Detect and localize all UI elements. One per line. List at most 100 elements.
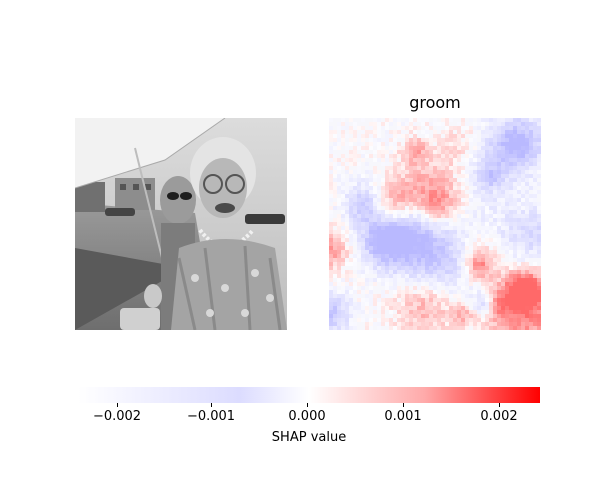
heatmap-cell [521,122,525,126]
heatmap-cell [505,282,509,286]
heatmap-cell [397,194,401,198]
heatmap-cell [417,194,421,198]
heatmap-cell [521,318,525,322]
heatmap-cell [341,258,345,262]
heatmap-cell [437,198,441,202]
heatmap-cell [385,206,389,210]
heatmap-cell [361,222,365,226]
heatmap-cell [437,266,441,270]
heatmap-cell [441,154,445,158]
heatmap-cell [501,318,505,322]
heatmap-cell [445,306,449,310]
heatmap-cell [393,326,397,330]
heatmap-cell [521,290,525,294]
heatmap-cell [333,158,337,162]
heatmap-cell [509,294,513,298]
heatmap-cell [349,262,353,266]
heatmap-cell [525,190,529,194]
heatmap-cell [453,142,457,146]
heatmap-cell [385,322,389,326]
heatmap-cell [353,154,357,158]
heatmap-cell [497,226,501,230]
heatmap-cell [533,226,537,230]
heatmap-cell [481,278,485,282]
heatmap-cell [481,322,485,326]
heatmap-cell [433,278,437,282]
heatmap-cell [469,150,473,154]
heatmap-cell [329,130,333,134]
heatmap-cell [401,146,405,150]
heatmap-cell [477,314,481,318]
heatmap-cell [381,306,385,310]
heatmap-cell [481,146,485,150]
heatmap-cell [377,154,381,158]
heatmap-cell [497,178,501,182]
heatmap-cell [497,254,501,258]
heatmap-cell [413,170,417,174]
heatmap-cell [497,170,501,174]
heatmap-cell [329,310,333,314]
heatmap-cell [393,262,397,266]
heatmap-cell [505,198,509,202]
heatmap-cell [437,254,441,258]
heatmap-cell [521,198,525,202]
heatmap-cell [445,222,449,226]
heatmap-cell [493,238,497,242]
heatmap-cell [365,298,369,302]
heatmap-cell [509,158,513,162]
heatmap-cell [529,174,533,178]
heatmap-cell [493,270,497,274]
heatmap-cell [457,186,461,190]
heatmap-cell [361,298,365,302]
heatmap-cell [341,306,345,310]
heatmap-cell [349,138,353,142]
heatmap-cell [421,222,425,226]
heatmap-cell [401,158,405,162]
heatmap-cell [489,146,493,150]
heatmap-cell [477,230,481,234]
heatmap-cell [497,262,501,266]
heatmap-cell [353,162,357,166]
heatmap-cell [453,270,457,274]
heatmap-cell [537,326,541,330]
heatmap-cell [529,166,533,170]
heatmap-cell [329,210,333,214]
heatmap-cell [441,234,445,238]
heatmap-cell [449,322,453,326]
heatmap-cell [425,182,429,186]
heatmap-cell [509,194,513,198]
heatmap-cell [537,122,541,126]
heatmap-cell [417,274,421,278]
heatmap-cell [477,270,481,274]
heatmap-cell [533,322,537,326]
heatmap-cell [401,314,405,318]
heatmap-cell [473,158,477,162]
heatmap-cell [497,190,501,194]
heatmap-cell [345,294,349,298]
heatmap-cell [441,310,445,314]
heatmap-cell [401,274,405,278]
heatmap-cell [361,118,365,122]
heatmap-cell [437,270,441,274]
heatmap-cell [497,210,501,214]
heatmap-cell [517,230,521,234]
heatmap-cell [373,178,377,182]
heatmap-cell [517,194,521,198]
heatmap-cell [533,278,537,282]
heatmap-cell [329,138,333,142]
heatmap-cell [501,186,505,190]
heatmap-cell [525,270,529,274]
heatmap-cell [433,254,437,258]
heatmap-cell [437,158,441,162]
heatmap-cell [433,262,437,266]
heatmap-cell [501,326,505,330]
heatmap-cell [337,274,341,278]
heatmap-cell [513,186,517,190]
heatmap-cell [489,226,493,230]
heatmap-cell [477,274,481,278]
heatmap-cell [405,258,409,262]
heatmap-cell [457,210,461,214]
heatmap-cell [529,134,533,138]
heatmap-cell [537,302,541,306]
heatmap-cell [433,130,437,134]
